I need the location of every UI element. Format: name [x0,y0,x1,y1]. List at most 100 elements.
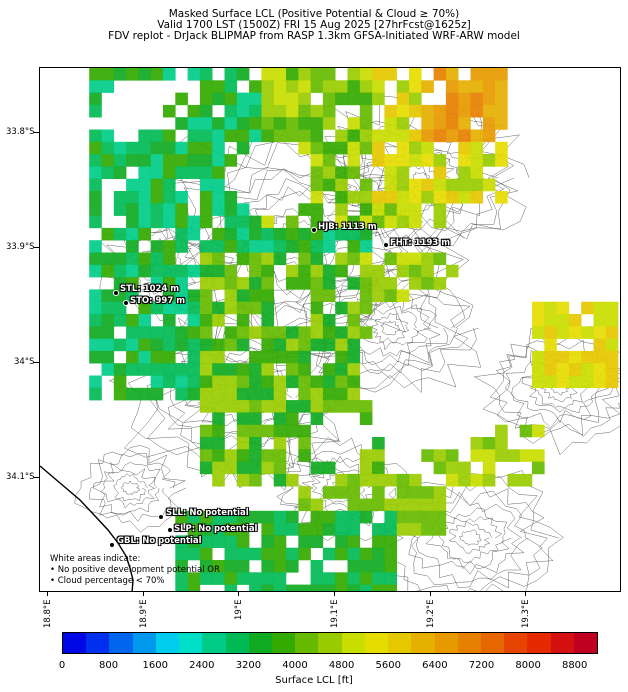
lcl-cell [507,449,520,462]
lcl-cell [359,240,373,253]
site-marker-hjb[interactable] [311,227,317,233]
lcl-cell [347,129,361,143]
lcl-cell [212,117,225,130]
lcl-cell [89,80,102,93]
lcl-cell [372,289,385,302]
lcl-cell [273,572,287,585]
site-label-fht: FHT: 1193 m [390,238,451,248]
lcl-cell [224,129,238,143]
lcl-cell [138,264,151,278]
coastline [40,465,134,591]
lcl-cell [298,387,311,401]
lcl-cell [519,449,533,462]
colorbar-tick-label: 7200 [468,660,495,671]
site-marker-sto[interactable] [123,300,129,306]
colorbar-swatch [527,633,551,653]
site-label-sll: SLL: No potential [166,508,249,518]
lcl-cell [544,314,557,327]
lcl-cell [458,117,471,130]
lcl-cell [224,400,238,413]
colorbar-tick-label: 8800 [561,660,588,671]
colorbar-label: Surface LCL [ft] [275,675,353,686]
lcl-cell [605,363,619,376]
contour-line [342,116,505,240]
lcl-cell [322,400,336,413]
lcl-cell [175,277,188,290]
site-marker-stl[interactable] [113,290,119,296]
lcl-cell [286,547,299,561]
mask-note-line: • Cloud percentage < 70% [50,576,165,586]
lcl-cell [335,535,348,548]
lcl-cell [101,68,115,81]
lcl-cell [495,104,508,118]
title-line-1: Masked Surface LCL (Positive Potential &… [168,8,460,20]
lcl-cell [495,449,508,462]
lcl-cell [532,326,545,339]
lcl-cell [187,68,201,81]
lcl-cell [286,227,299,241]
lcl-cell [470,104,484,118]
lat-label: 33.9°S [6,242,35,252]
lcl-cell [310,572,324,585]
lcl-cell [384,68,397,81]
lcl-cell [335,178,348,192]
lcl-cell [89,215,102,229]
lcl-cell [236,449,250,462]
colorbar-swatch [434,633,458,653]
lcl-cell [261,424,274,438]
lcl-cell [335,338,348,352]
lcl-cell [236,412,250,425]
lat-tick [34,247,39,248]
lcl-cell [384,560,397,573]
colorbar-swatch [318,633,342,653]
lcl-cell [532,301,545,315]
lcl-cell [101,338,115,352]
lcl-cell [212,141,225,155]
site-marker-sll[interactable] [158,514,164,520]
lcl-cell [322,572,336,585]
coastline-path [40,465,134,591]
lcl-cell [347,375,361,389]
lcl-cell [359,68,373,81]
lcl-cell [409,80,422,93]
lcl-cell [335,191,348,204]
site-marker-fht[interactable] [383,242,389,248]
lcl-cell [359,252,373,266]
lcl-cell [372,473,385,487]
site-marker-gbl[interactable] [109,542,115,548]
lcl-cell [101,264,115,278]
lcl-cell [359,215,373,229]
lcl-cell [199,363,213,376]
lcl-cell [236,535,250,548]
lcl-cell [126,252,139,266]
lcl-cell [89,326,102,339]
lcl-cell [581,301,594,315]
lcl-cell [187,141,201,155]
lcl-cell [286,400,299,413]
lcl-cell [347,117,361,130]
lcl-cell [249,584,262,591]
lcl-cell [433,277,447,290]
lcl-cell [433,523,447,536]
lcl-cell [605,314,619,327]
lcl-cell [359,449,373,462]
lcl-cell [261,240,274,253]
lcl-cell [532,424,545,438]
lcl-cell [101,80,115,93]
lcl-cell [347,560,361,573]
lcl-cell [261,117,274,130]
lcl-cell [199,129,213,143]
lcl-cell [187,584,201,591]
lon-label: 18.8°E [43,599,53,628]
lcl-cell [519,473,533,487]
site-marker-slp[interactable] [167,527,173,533]
lcl-cell [470,191,484,204]
lcl-cell [273,129,287,143]
lcl-cell [163,203,176,216]
lcl-cell [384,277,397,290]
lcl-cell [236,400,250,413]
colorbar-swatch [457,633,481,653]
lcl-cell [236,240,250,253]
lcl-cell [273,560,287,573]
lcl-cell [236,117,250,130]
